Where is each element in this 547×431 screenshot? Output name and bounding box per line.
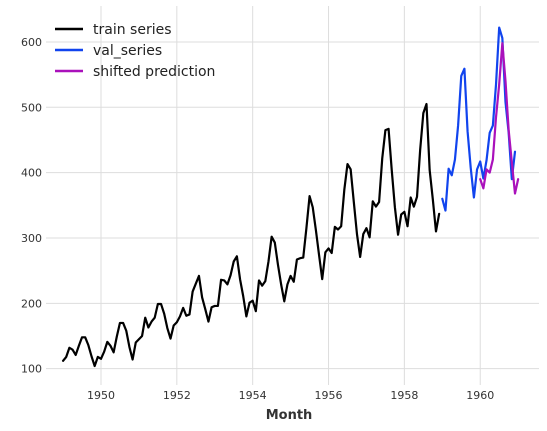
y-tick-label: 400	[21, 167, 42, 180]
x-tick-label: 1950	[87, 389, 115, 402]
x-tick-label: 1954	[239, 389, 267, 402]
legend-label: shifted prediction	[93, 64, 215, 80]
y-tick-label: 100	[21, 363, 42, 376]
legend-label: train series	[93, 22, 172, 38]
shifted-prediction-line	[479, 42, 520, 195]
y-tick-label: 500	[21, 101, 42, 114]
x-tick-label: 1952	[163, 389, 191, 402]
x-tick-label: 1958	[390, 389, 418, 402]
y-tick-label: 600	[21, 36, 42, 49]
series-lines	[61, 26, 520, 368]
legend-label: val_series	[93, 43, 162, 59]
y-tick-label: 300	[21, 232, 42, 245]
y-tick-label: 200	[21, 297, 42, 310]
grid	[46, 6, 539, 385]
x-tick-label: 1960	[466, 389, 494, 402]
x-axis-title: Month	[266, 408, 313, 423]
tick-labels: 100 200 300 400 500 600 1950 1952 1954 1956 1958 19…	[21, 36, 494, 402]
x-tick-label: 1956	[315, 389, 343, 402]
train-series-line	[61, 102, 441, 368]
